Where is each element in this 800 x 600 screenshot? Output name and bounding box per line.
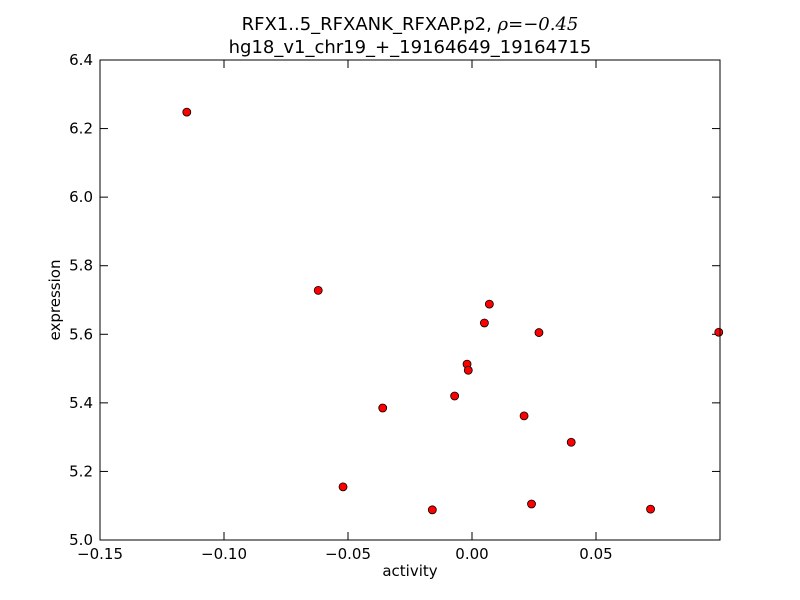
x-axis-label: activity: [382, 562, 437, 580]
data-point: [519, 411, 529, 421]
y-tick-label: 5.8: [69, 257, 93, 275]
data-point: [484, 299, 494, 309]
y-tick-label: 5.2: [69, 462, 93, 480]
y-tick-label: 6.4: [69, 51, 93, 69]
x-tick-label: 0.05: [579, 545, 612, 563]
chart-title-rho: ρ=−0.45: [497, 14, 579, 35]
x-tick-label: −0.15: [77, 545, 123, 563]
data-point: [566, 437, 576, 447]
chart-title: RFX1..5_RFXANK_RFXAP.p2, ρ=−0.45: [242, 14, 579, 35]
plot-frame: [99, 59, 721, 541]
data-point: [534, 328, 544, 337]
data-point: [646, 504, 655, 514]
axis-ticks: −0.15 −0.10 −0.05 0.00 0.05 5.0 5.2 5.4 5.6 5.8 6.…: [69, 51, 720, 563]
x-tick-label: −0.10: [201, 545, 247, 563]
data-point: [182, 107, 192, 117]
y-axis-label: expression: [46, 260, 64, 341]
x-tick-label: −0.05: [325, 545, 371, 563]
data-point: [527, 499, 536, 509]
data-point: [479, 318, 489, 328]
data-points: [182, 107, 724, 515]
data-point: [714, 327, 724, 337]
chart-title-main: RFX1..5_RFXANK_RFXAP.p2,: [242, 14, 498, 35]
y-tick-label: 6.0: [69, 188, 93, 206]
y-tick-label: 5.6: [69, 325, 93, 343]
y-tick-label: 6.2: [69, 120, 93, 138]
data-point: [313, 285, 323, 295]
chart-subtitle: hg18_v1_chr19_+_19164649_19164715: [229, 37, 592, 58]
y-tick-label: 5.4: [69, 394, 93, 412]
x-tick-label: 0.00: [455, 545, 488, 563]
data-point: [450, 391, 460, 401]
data-point: [338, 482, 348, 492]
data-point: [378, 403, 388, 413]
data-point: [427, 505, 437, 515]
y-tick-label: 5.0: [69, 531, 93, 549]
data-point: [463, 365, 473, 375]
